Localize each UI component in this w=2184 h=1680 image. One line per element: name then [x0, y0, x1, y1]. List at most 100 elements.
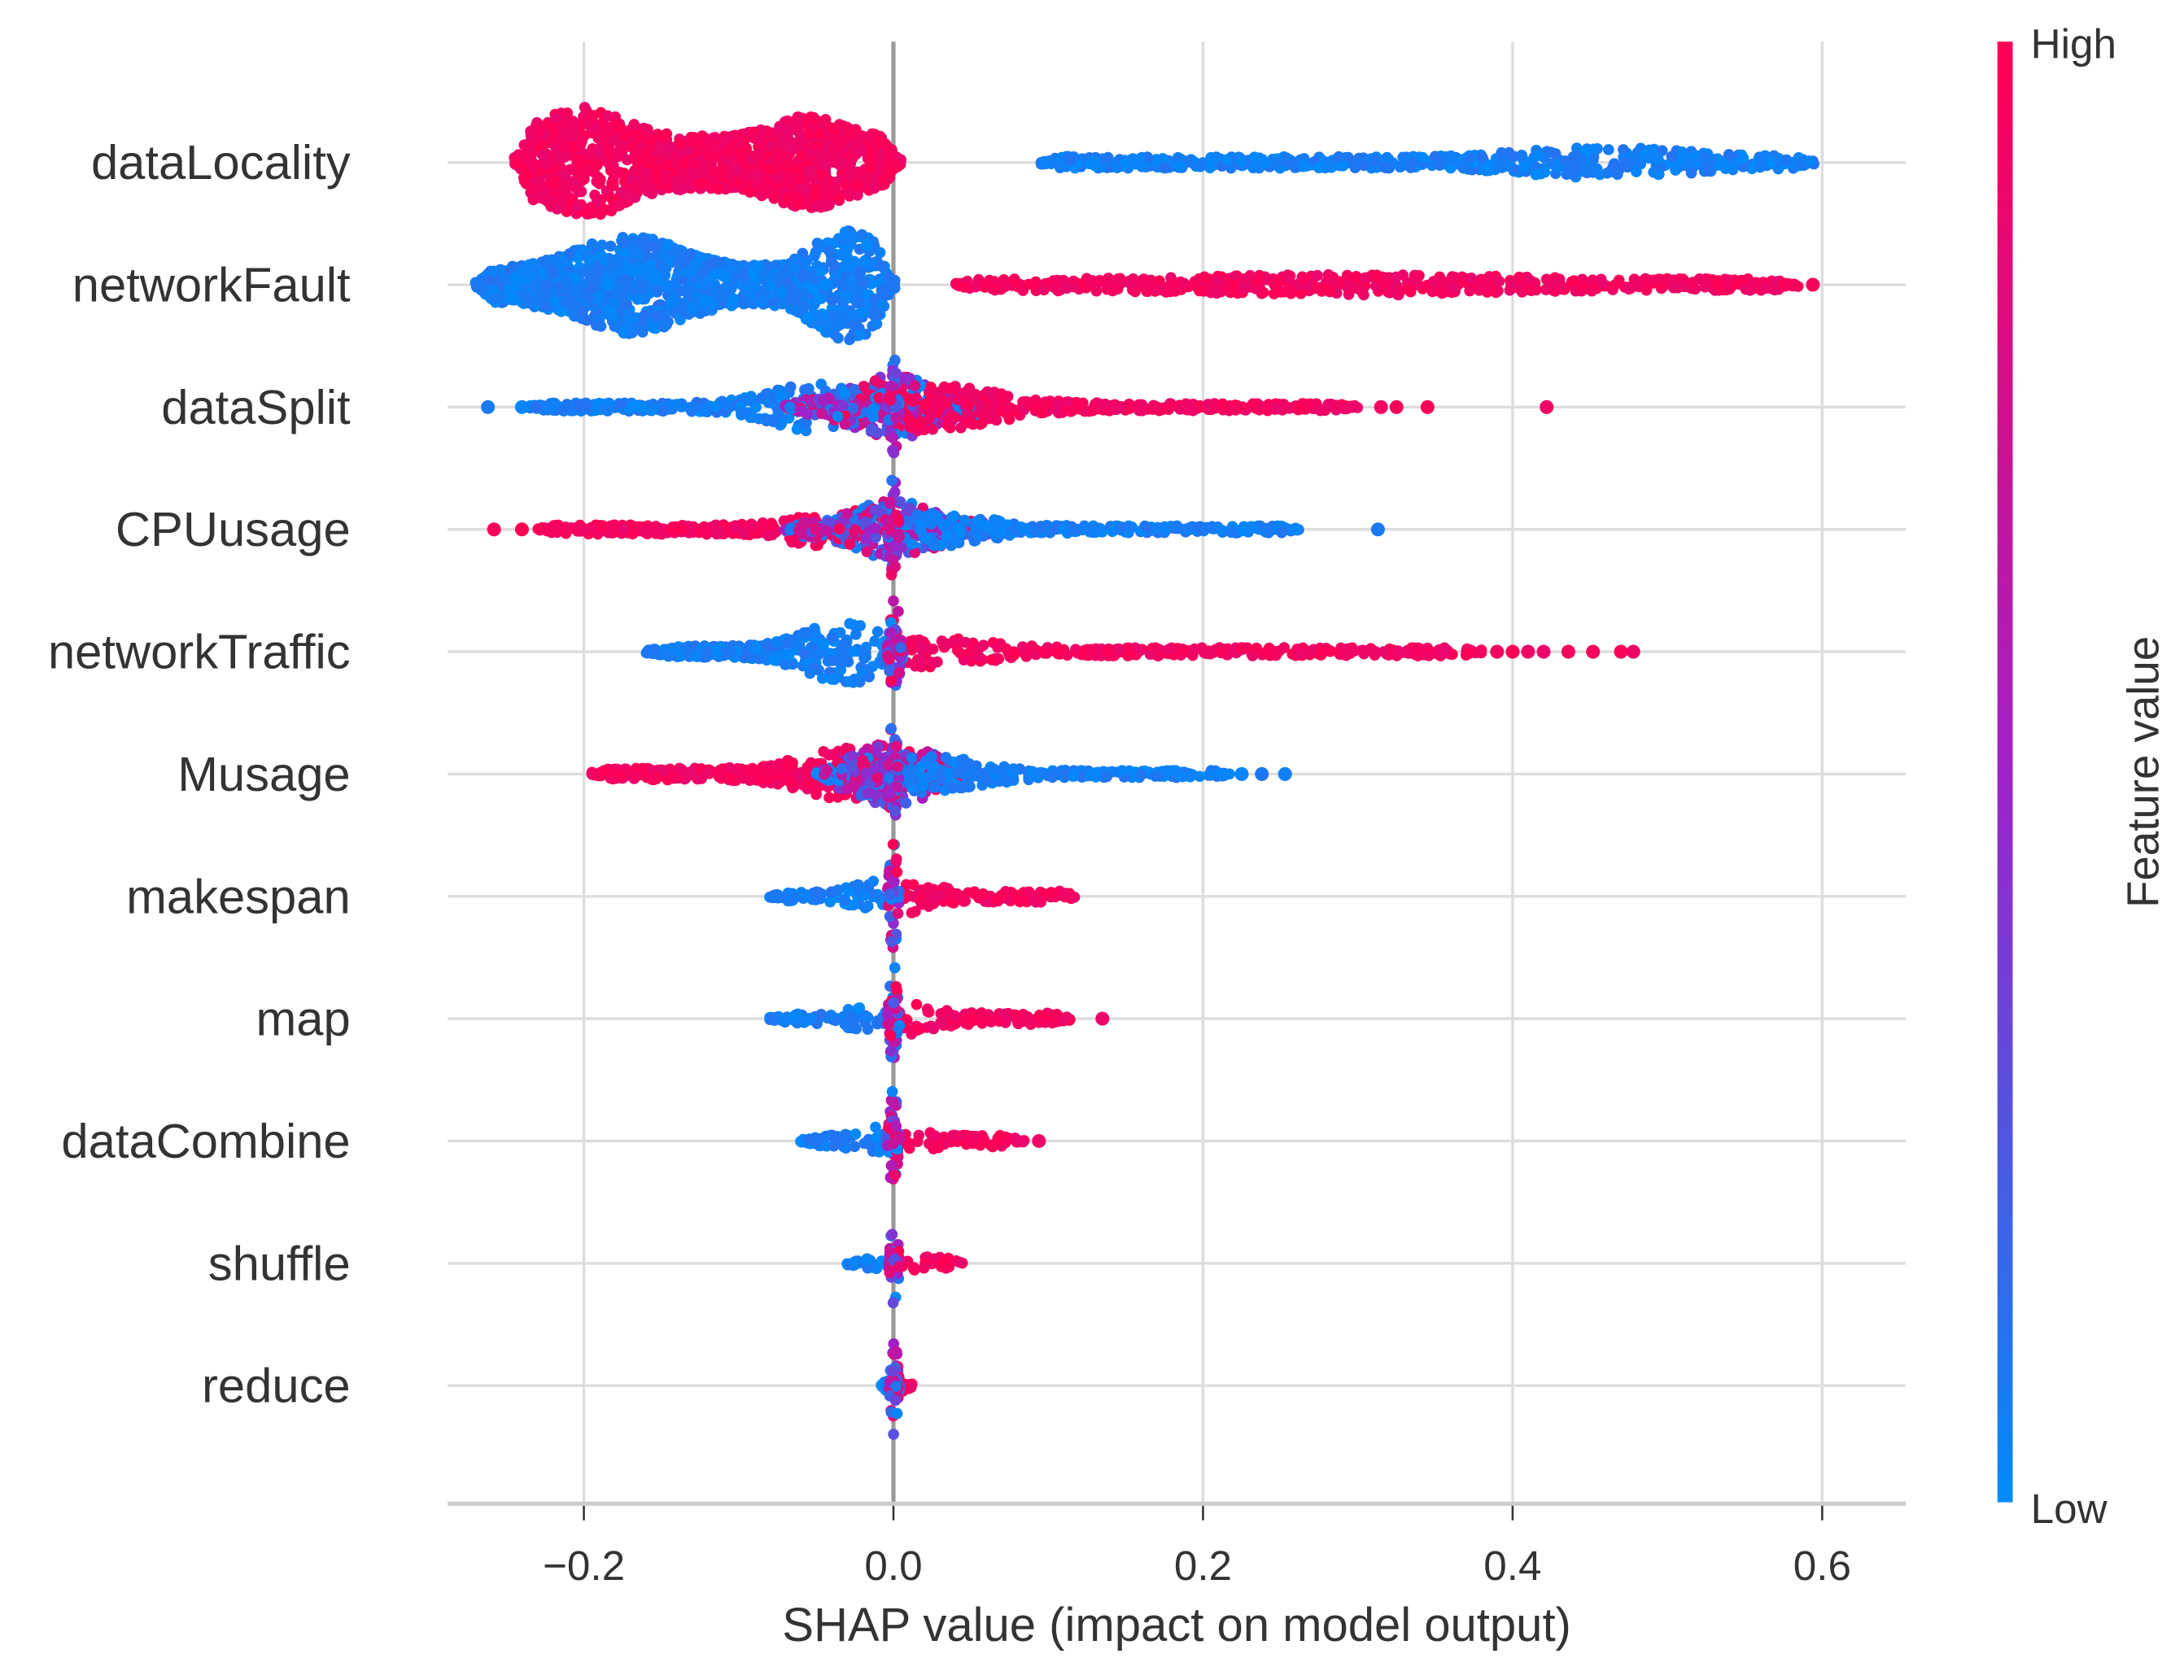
dot — [820, 160, 832, 172]
dot — [661, 319, 672, 331]
dot — [627, 244, 639, 256]
dot — [826, 295, 838, 307]
dot — [701, 136, 714, 147]
dot — [610, 166, 622, 178]
dot — [765, 140, 777, 152]
dots — [470, 102, 1820, 1440]
dot — [1508, 151, 1520, 163]
dot — [634, 264, 646, 276]
dot — [621, 278, 633, 290]
dot — [754, 130, 767, 142]
dot — [788, 262, 800, 273]
dot — [813, 140, 824, 152]
dot — [504, 288, 516, 300]
dot — [484, 275, 496, 286]
dot — [712, 142, 723, 154]
dot — [1000, 276, 1012, 288]
dot — [1022, 396, 1034, 408]
dot — [1449, 271, 1461, 283]
dot — [1062, 396, 1074, 408]
dot — [919, 399, 931, 410]
dot — [533, 126, 544, 138]
dot — [1282, 273, 1294, 285]
dot — [541, 403, 553, 415]
dot — [797, 270, 808, 282]
dot — [766, 164, 777, 176]
dot — [934, 386, 946, 398]
dot — [1248, 151, 1260, 164]
dot — [1112, 283, 1124, 295]
dot — [666, 399, 679, 411]
dot — [1723, 149, 1735, 160]
dot — [1195, 159, 1207, 172]
dot — [809, 250, 821, 262]
dot — [813, 293, 825, 305]
feature-label: Musage — [177, 747, 350, 801]
dot — [1259, 402, 1271, 413]
dot — [471, 281, 483, 293]
dot — [845, 150, 856, 161]
dot — [651, 164, 663, 176]
dot — [1048, 281, 1059, 293]
dot — [793, 305, 805, 317]
dot — [563, 248, 575, 260]
dot — [1685, 167, 1697, 179]
dot — [664, 141, 676, 153]
dot — [533, 175, 545, 187]
dot — [535, 141, 548, 152]
dot — [1099, 398, 1112, 410]
dot — [621, 154, 633, 166]
dot — [1054, 162, 1066, 173]
dot — [1719, 163, 1732, 175]
dot — [811, 238, 823, 249]
dot — [1653, 168, 1665, 181]
dot — [854, 131, 867, 142]
dot — [802, 113, 814, 125]
dot — [774, 120, 785, 133]
dot — [889, 354, 901, 366]
dot — [1221, 154, 1233, 166]
dot — [771, 271, 782, 283]
dot — [814, 128, 825, 140]
dot — [813, 311, 825, 323]
dot — [1322, 268, 1334, 281]
dot — [827, 309, 838, 321]
dot — [1297, 160, 1309, 172]
dot — [845, 275, 858, 286]
dot — [1153, 282, 1165, 295]
dot — [581, 402, 593, 413]
dot — [572, 168, 584, 179]
dot — [860, 240, 872, 251]
dot — [633, 146, 644, 158]
dot — [1391, 271, 1402, 283]
dot — [720, 282, 732, 294]
dot — [728, 293, 740, 305]
dot — [1588, 154, 1599, 166]
dot — [1003, 409, 1015, 421]
dot — [753, 148, 765, 160]
dot — [1275, 286, 1286, 298]
dot — [699, 295, 711, 307]
dot — [659, 264, 671, 275]
dot — [816, 408, 828, 420]
dot — [1570, 151, 1583, 163]
dot — [703, 150, 714, 162]
dot — [887, 432, 898, 443]
dot — [1258, 157, 1269, 169]
dot — [837, 399, 850, 412]
feature-label: map — [256, 992, 350, 1046]
feature-label: dataLocality — [91, 135, 351, 190]
dot — [817, 395, 829, 407]
dot — [853, 181, 864, 192]
dot — [909, 380, 921, 391]
dot — [833, 192, 845, 204]
dot — [840, 229, 851, 241]
dot — [1110, 404, 1122, 416]
dot — [845, 158, 857, 170]
dot — [629, 165, 640, 177]
dot — [661, 174, 673, 186]
dot — [1333, 151, 1345, 163]
dot — [854, 268, 866, 279]
dot — [795, 181, 807, 193]
dot — [713, 291, 724, 303]
